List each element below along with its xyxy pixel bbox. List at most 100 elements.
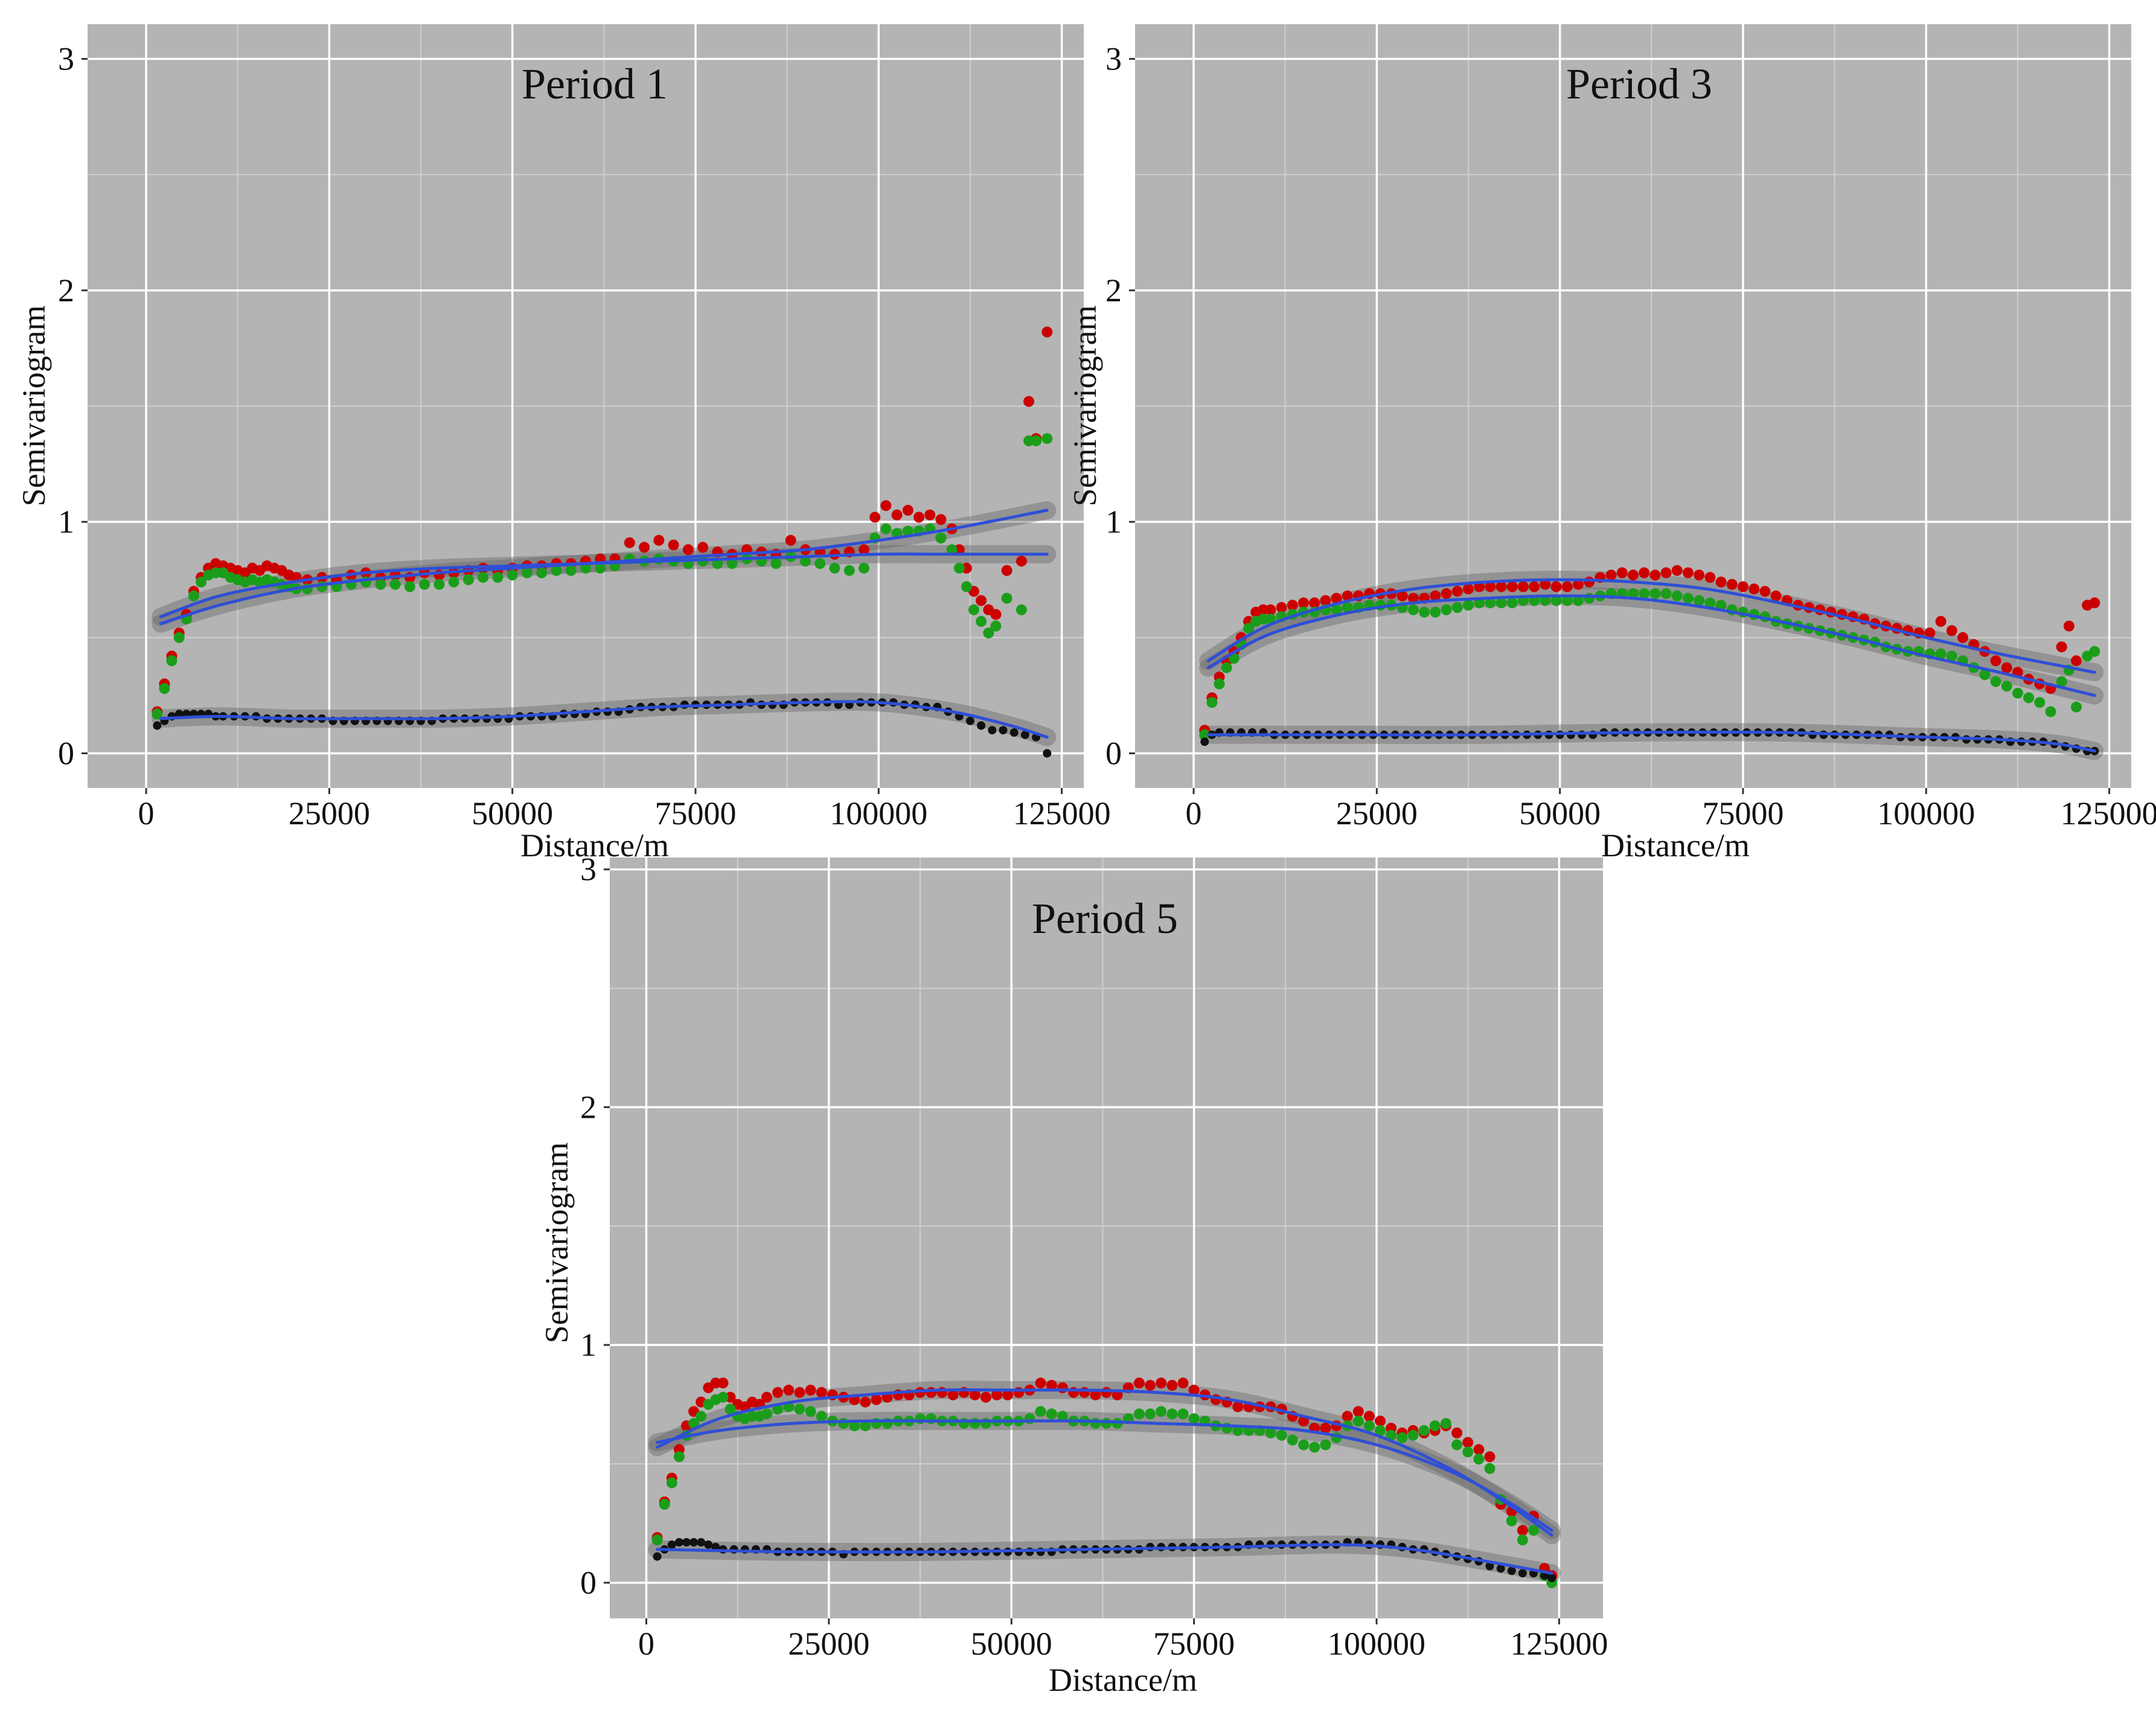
point-green [1035, 1406, 1046, 1417]
point-green [1628, 588, 1639, 599]
fit-green-line [656, 1419, 1553, 1532]
point-red [2071, 655, 2082, 667]
point-green [433, 579, 445, 590]
point-green [462, 574, 474, 585]
fit-red-line [1206, 578, 2096, 674]
point-black [1518, 1569, 1527, 1578]
point-green [1407, 1429, 1419, 1441]
x-tick-label: 100000 [1328, 1626, 1425, 1662]
point-red [1495, 581, 1507, 592]
point-red [1001, 565, 1012, 576]
gridlines [88, 24, 1084, 788]
point-green [1243, 623, 1255, 634]
point-red [1035, 1377, 1046, 1389]
point-green [1418, 1425, 1430, 1436]
point-green [1495, 597, 1507, 609]
point-green [419, 579, 430, 590]
chart-title: Period 3 [1566, 60, 1712, 108]
y-tick-label: 2 [580, 1089, 597, 1125]
y-tick-label: 3 [580, 851, 597, 888]
point-green [1276, 1429, 1287, 1441]
fit-lines [656, 1388, 1553, 1575]
point-black [965, 716, 974, 725]
point-green [1363, 1420, 1375, 1432]
point-green [1090, 1418, 1101, 1429]
point-green [1331, 604, 1342, 615]
point-green [1386, 1429, 1397, 1441]
point-green [159, 683, 170, 694]
x-tick-label: 0 [1186, 795, 1202, 832]
point-green [2089, 646, 2100, 657]
fit-black-line [1206, 730, 2096, 753]
point-green [1177, 1408, 1189, 1420]
point-black [1485, 1562, 1494, 1571]
point-green [1228, 653, 1240, 664]
x-tick-label: 75000 [1153, 1626, 1235, 1662]
point-black [988, 726, 997, 735]
point-green [1451, 602, 1463, 613]
point-green [1451, 1439, 1463, 1451]
axis-ticks: 0 25000 50000 75000 100000 125000 0 1 2 3 [58, 41, 1111, 832]
point-green [1463, 600, 1474, 611]
x-tick-label: 25000 [1336, 795, 1418, 832]
point-green [2034, 697, 2046, 708]
point-red [1540, 579, 1551, 590]
point-red [1584, 576, 1595, 588]
point-green [1342, 602, 1353, 613]
point-red [969, 1389, 980, 1400]
point-red [653, 534, 665, 546]
point-red [1715, 576, 1727, 588]
point-red [1352, 1406, 1364, 1417]
fit-green-line [1206, 594, 2096, 697]
point-green [1462, 1446, 1474, 1458]
point-red [794, 1386, 805, 1398]
point-green [814, 558, 826, 569]
x-tick-label: 100000 [1877, 795, 1975, 832]
plot-background [610, 858, 1603, 1618]
point-green [2012, 687, 2023, 699]
point-red [859, 544, 869, 556]
point-red [1430, 590, 1441, 601]
point-red [1990, 655, 2001, 667]
point-green [1001, 592, 1012, 604]
point-green [1990, 676, 2001, 687]
point-green [726, 558, 738, 569]
y-tick-label: 1 [58, 504, 74, 540]
point-red [1759, 586, 1771, 597]
point-black [697, 1538, 706, 1547]
point-red [1451, 1427, 1463, 1438]
point-green [1517, 1534, 1528, 1546]
point-green [448, 576, 459, 588]
point-red [1090, 1389, 1101, 1400]
point-green [1429, 1420, 1441, 1432]
point-green [1214, 678, 1225, 690]
point-green [389, 579, 401, 590]
point-green [1528, 1525, 1540, 1536]
point-red [1935, 616, 1946, 627]
point-red [1529, 581, 1540, 592]
point-red [1704, 572, 1716, 583]
point-red [1738, 581, 1748, 592]
axis-ticks: 0 25000 50000 75000 100000 125000 0 1 2 3 [580, 851, 1608, 1662]
point-black [674, 1538, 683, 1547]
point-green [1016, 604, 1027, 615]
fit-green-line [159, 553, 1049, 618]
point-green [843, 565, 855, 576]
x-tick-label: 125000 [1510, 1626, 1608, 1662]
point-red [682, 544, 694, 556]
point-green [880, 523, 892, 534]
point-green [1561, 595, 1573, 606]
x-tick-label: 100000 [830, 795, 927, 832]
point-red [1177, 1377, 1189, 1389]
point-black [977, 721, 986, 730]
point-red [1441, 588, 1452, 599]
point-green [1265, 1427, 1276, 1438]
point-green [800, 556, 811, 567]
point-red [902, 505, 913, 516]
point-green [1485, 597, 1496, 609]
chart-title: Period 1 [522, 60, 668, 108]
y-tick-label: 0 [580, 1565, 597, 1601]
point-red [1463, 583, 1474, 595]
point-red [869, 511, 881, 523]
